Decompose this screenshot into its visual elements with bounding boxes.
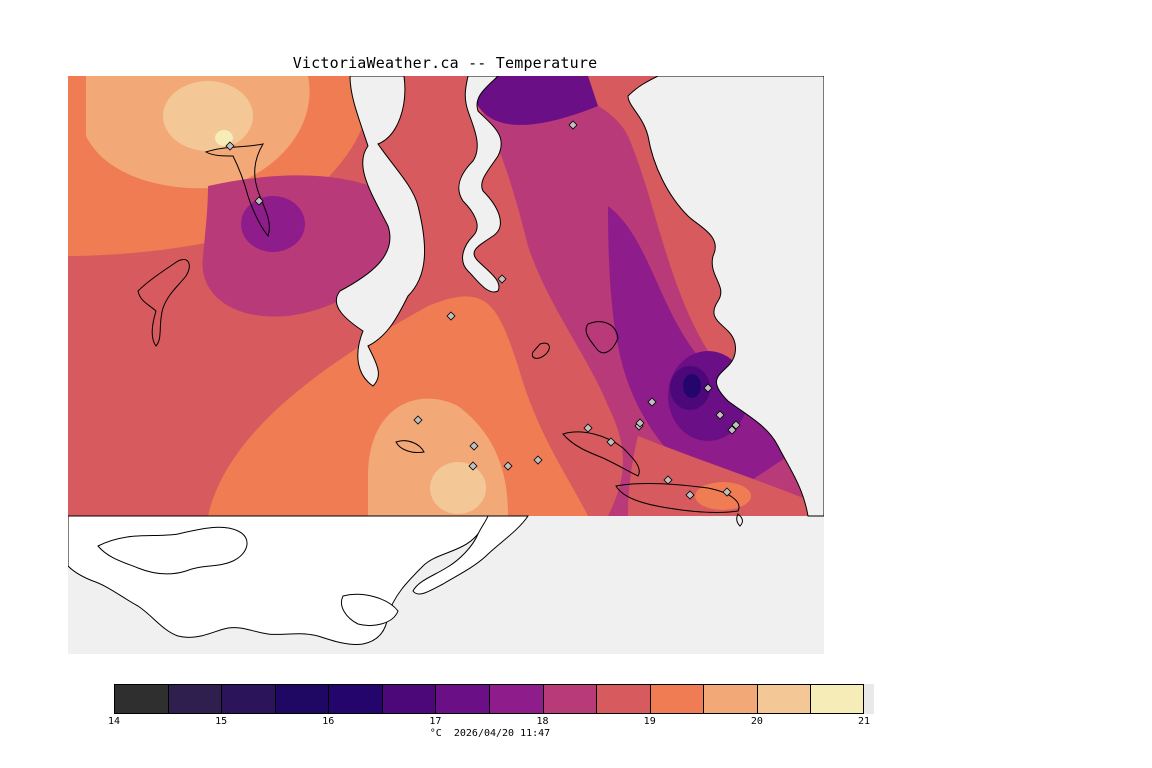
water-areas (335, 76, 824, 517)
colorbar-swatch (435, 685, 489, 713)
colorbar-swatch (649, 685, 704, 713)
colorbar-swatch (274, 685, 329, 713)
colorbar-tick-label: 15 (215, 716, 228, 727)
colorbar-swatch (167, 685, 222, 713)
temperature-map (68, 76, 824, 654)
colorbar-swatch (542, 685, 597, 713)
colorbar-swatch (489, 685, 543, 713)
timestamp-label: 2026/04/20 11:47 (453, 728, 551, 739)
colorbar-shadow (864, 684, 874, 714)
land-south (68, 515, 529, 645)
colorbar-tick-label: 19 (643, 716, 656, 727)
colorbar-tick-label: 21 (857, 716, 871, 727)
colorbar-swatch (114, 685, 168, 713)
station-markers (225, 120, 741, 500)
colorbar-footer: °C 2026/04/20 11:47 (400, 728, 580, 739)
chart-title: VictoriaWeather.ca -- Temperature (292, 54, 598, 72)
colorbar-swatch (221, 685, 275, 713)
colorbar-tick-label: 14 (107, 716, 121, 727)
colorbar-swatch (810, 685, 864, 713)
colorbar-swatch (596, 685, 650, 713)
coastlines (137, 143, 743, 527)
colorbar-tick-label: 17 (429, 716, 442, 727)
colorbar-swatch (381, 685, 436, 713)
colorbar-swatch (756, 685, 811, 713)
units-label: °C (429, 728, 442, 739)
colorbar-tick-label: 20 (750, 716, 763, 727)
colorbar-tick-label: 18 (536, 716, 549, 727)
colorbar-tick-label: 16 (322, 716, 335, 727)
colorbar-swatch (328, 685, 382, 713)
colorbar-swatch (703, 685, 757, 713)
temperature-colorbar (114, 684, 874, 714)
